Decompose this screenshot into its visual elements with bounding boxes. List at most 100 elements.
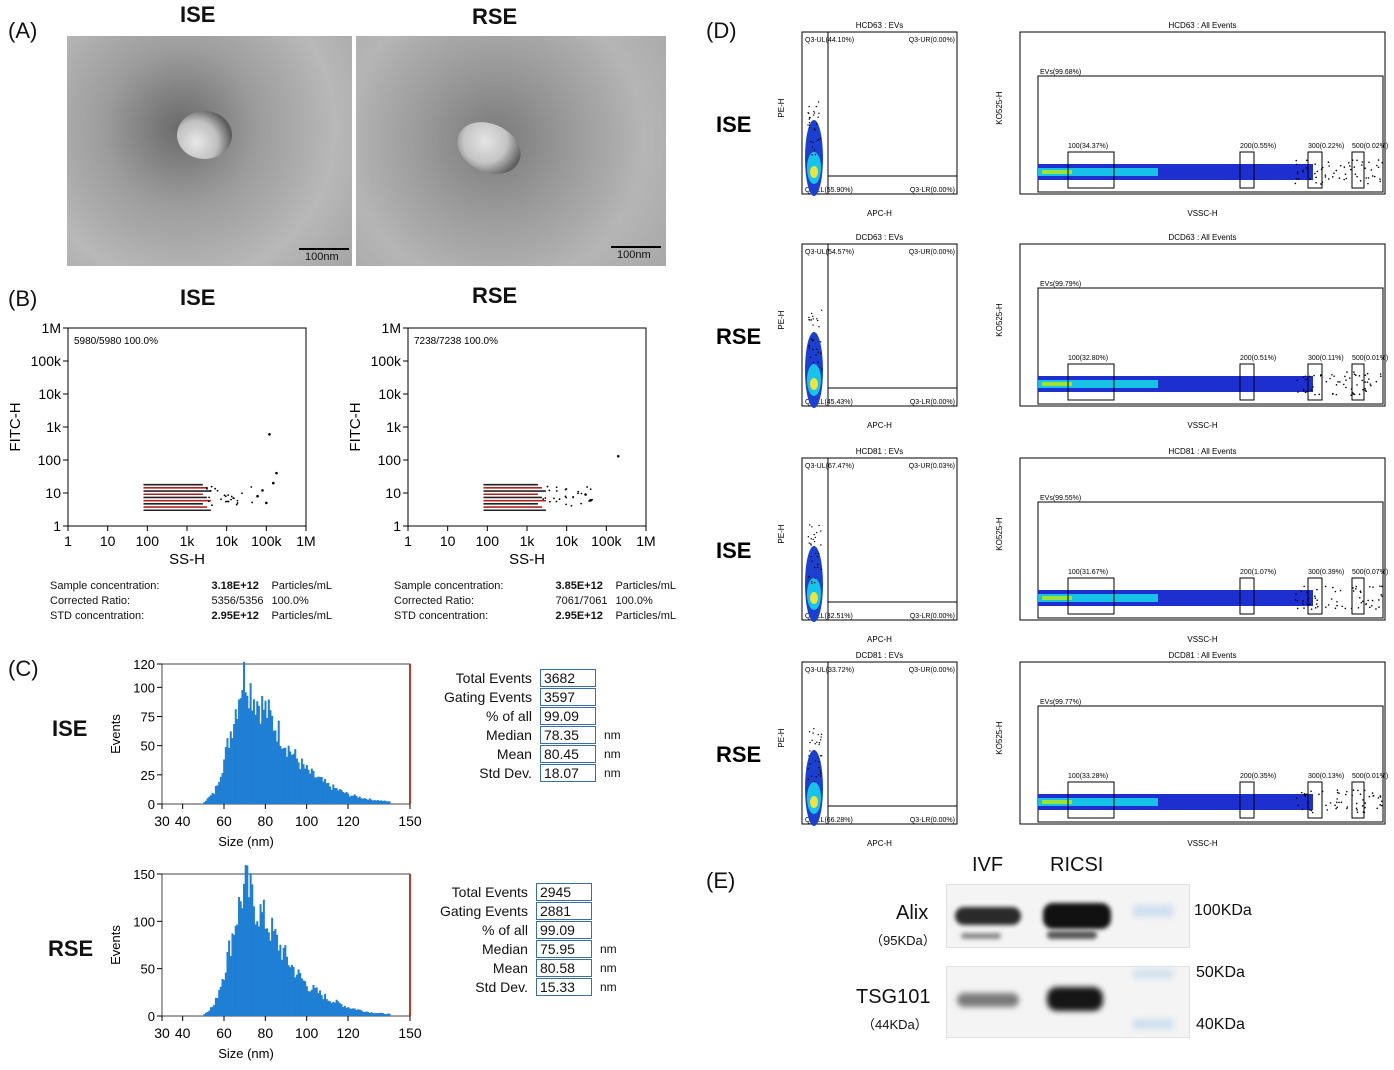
event-point: [1294, 599, 1297, 601]
histogram-bar: [208, 796, 211, 804]
histogram-bar: [295, 758, 298, 804]
size-gate-label: 500(0.07%): [1352, 569, 1388, 576]
x-tick-label: 100: [136, 533, 160, 549]
event-point: [1381, 595, 1384, 598]
event-point: [820, 530, 822, 532]
event-point: [1335, 807, 1337, 810]
unit: Particles/mL: [271, 579, 332, 592]
tsg101-band-ivf: [957, 993, 1019, 1007]
histogram-bar: [257, 705, 260, 804]
size-gate-label: 300(0.13%): [1308, 773, 1344, 780]
stat-row: Total Events 2945: [436, 882, 621, 901]
x-tick-label: 100: [295, 1025, 319, 1041]
stat-row: Std Dev. 15.33 nm: [436, 977, 621, 996]
histogram-bar: [314, 777, 317, 804]
stat-value-cell: 78.35: [536, 725, 600, 744]
histogram-bar: [286, 756, 288, 804]
event-point: [812, 339, 815, 341]
event-point: [1379, 180, 1381, 183]
event-point: [1364, 381, 1367, 383]
event-point: [821, 309, 823, 312]
event-point: [813, 533, 815, 536]
sample-conc-label: Sample concentration:: [394, 579, 504, 592]
event-point: [1361, 164, 1363, 166]
event-point: [811, 775, 813, 778]
event-point: [1354, 173, 1357, 176]
stat-label: Mean: [492, 959, 528, 976]
histogram-bar: [214, 997, 217, 1016]
event-point: [236, 502, 239, 504]
stat-value-cell: 2881: [532, 901, 596, 920]
histogram-bar: [206, 1012, 209, 1016]
x-tick-label: 10: [440, 533, 456, 549]
event-point: [814, 760, 817, 762]
event-point: [1310, 389, 1313, 391]
quadrant-ll: Q3-LL(32.51%): [805, 613, 853, 620]
event-point: [1379, 373, 1382, 375]
histogram-bar: [380, 800, 383, 804]
histogram-bar: [252, 699, 255, 804]
event-point: [1327, 178, 1330, 180]
histogram-bar: [386, 1013, 389, 1016]
event-point: [1368, 378, 1370, 380]
event-point: [544, 497, 547, 499]
left-plot-title: HCD63 : EVs: [856, 21, 904, 30]
evs-gate: [1037, 501, 1384, 619]
event-point: [1305, 793, 1308, 796]
event-point: [223, 494, 226, 497]
event-point: [580, 492, 583, 495]
event-point: [1302, 376, 1305, 378]
event-point: [1343, 178, 1345, 181]
histogram-bar: [338, 789, 341, 804]
size-gate-label: 200(0.55%): [1240, 143, 1276, 150]
event-point: [1304, 391, 1307, 394]
histogram-bar: [228, 747, 231, 804]
stat-label: Total Events: [455, 669, 532, 686]
event-point: [555, 490, 558, 492]
histogram-bar: [375, 1013, 378, 1016]
event-point: [1302, 600, 1304, 602]
histogram-bar: [302, 764, 305, 804]
stat-label: Median: [482, 940, 528, 957]
histogram-bar: [272, 730, 275, 804]
lane-ivf-label: IVF: [972, 854, 1004, 876]
stat-label: Std Dev.: [479, 764, 532, 781]
histogram-bar: [355, 795, 358, 804]
event-point: [809, 750, 811, 752]
histogram-bar: [352, 1008, 355, 1016]
western-blot-alix: [946, 884, 1190, 948]
x-tick-label: 100: [295, 813, 319, 829]
histogram-bar: [218, 781, 221, 804]
stat-unit: nm: [603, 746, 621, 761]
event-point: [1353, 373, 1356, 376]
histogram-bar: [362, 798, 365, 804]
histogram-bar: [266, 718, 269, 804]
event-point: [1325, 804, 1327, 807]
size-gate: [1067, 781, 1115, 819]
event-point: [1296, 379, 1298, 382]
histogram-bar: [317, 776, 320, 804]
event-point: [1359, 597, 1361, 599]
stat-unit: nm: [603, 765, 621, 780]
histogram-bar: [211, 792, 214, 804]
event-point: [820, 772, 822, 774]
marker-lane: [1133, 905, 1173, 917]
stat-unit: [600, 687, 625, 706]
event-point: [1295, 159, 1298, 162]
y-tick-label: 75: [141, 710, 155, 725]
event-point: [812, 324, 814, 326]
data-point: [272, 481, 275, 485]
event-point: [1325, 606, 1327, 608]
histogram-bar: [204, 1012, 207, 1016]
event-point: [1310, 790, 1312, 793]
event-point: [1327, 604, 1330, 606]
event-point: [1309, 809, 1311, 811]
event-point: [207, 500, 210, 503]
event-point: [815, 123, 818, 125]
y-tick-label: 0: [148, 797, 155, 812]
event-density-band-core: [1042, 382, 1072, 386]
histogram-bar: [338, 1003, 341, 1016]
event-point: [818, 112, 820, 115]
quadrant-plot-frame: [801, 457, 958, 621]
